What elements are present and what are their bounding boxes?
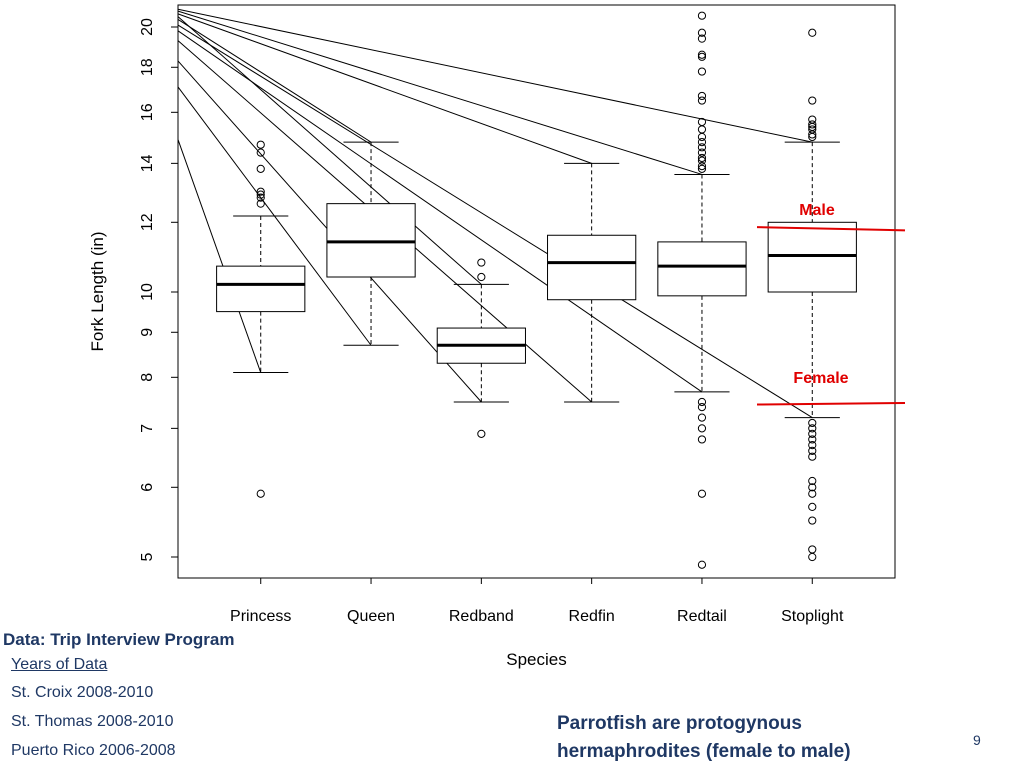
outlier-redtail-4	[697, 413, 707, 422]
outlier-redtail-12	[697, 143, 707, 152]
y-tick-label-7: 7	[139, 424, 156, 433]
outlier-redtail-18	[697, 91, 707, 101]
connector-line-0	[177, 139, 262, 373]
outlier-princess-2	[256, 193, 265, 202]
outlier-redband-0	[477, 429, 486, 438]
outlier-redtail-6	[697, 397, 707, 407]
male-label: Male	[799, 202, 835, 219]
years-of-data-header: Years of Data	[11, 656, 108, 673]
x-tick-label-princess: Princess	[230, 608, 291, 625]
outlier-redband-1	[477, 272, 486, 282]
x-tick-label-redband: Redband	[449, 608, 514, 625]
x-tick-label-redtail: Redtail	[677, 608, 727, 625]
box-princess	[216, 265, 306, 313]
outlier-princess-4	[256, 187, 265, 196]
outlier-stoplight-1	[808, 545, 817, 554]
y-tick-label-14: 14	[139, 154, 156, 172]
outlier-redtail-9	[697, 156, 707, 165]
outlier-redtail-15	[697, 125, 707, 134]
y-tick-label-10: 10	[139, 283, 156, 301]
y-tick-label-16: 16	[139, 103, 156, 121]
outlier-redtail-8	[697, 162, 707, 171]
outlier-redtail-2	[697, 435, 707, 444]
outlier-stoplight-2	[808, 516, 817, 525]
outlier-stoplight-7	[808, 452, 817, 461]
outlier-princess-1	[256, 199, 265, 208]
outlier-princess-6	[256, 148, 265, 157]
connector-line-6	[177, 19, 372, 143]
box-redfin	[547, 234, 637, 301]
outlier-stoplight-21	[808, 28, 817, 37]
outlier-princess-3	[256, 190, 265, 199]
outlier-princess-7	[256, 140, 265, 149]
outlier-redtail-10	[697, 153, 707, 163]
source-line-st-croix: St. Croix 2008-2010	[11, 684, 154, 701]
outlier-stoplight-3	[808, 502, 817, 512]
outlier-stoplight-10	[808, 435, 817, 444]
female-threshold-line	[756, 402, 906, 406]
connector-line-8	[177, 13, 592, 164]
outlier-redtail-1	[697, 489, 707, 498]
x-axis-title: Species	[506, 650, 566, 669]
y-tick-label-9: 9	[139, 328, 156, 337]
box-stoplight	[767, 221, 857, 293]
connector-line-9	[177, 10, 703, 175]
outlier-redtail-20	[697, 52, 707, 61]
outlier-redtail-23	[697, 28, 707, 37]
source-line-st-thomas: St. Thomas 2008-2010	[11, 713, 174, 730]
box-redtail	[657, 241, 747, 297]
outlier-stoplight-13	[808, 418, 817, 428]
x-tick-label-stoplight: Stoplight	[781, 608, 844, 625]
y-tick-label-6: 6	[139, 483, 156, 492]
outlier-stoplight-4	[808, 489, 817, 498]
outlier-redtail-5	[697, 403, 707, 412]
outlier-stoplight-19	[808, 115, 817, 124]
outlier-redtail-17	[697, 96, 707, 105]
y-tick-label-20: 20	[139, 18, 156, 36]
y-axis-title: Fork Length (in)	[88, 232, 107, 352]
connector-line-7	[177, 16, 482, 285]
connector-line-4	[177, 30, 703, 393]
outlier-redband-2	[477, 258, 486, 267]
y-tick-label-18: 18	[139, 58, 156, 76]
box-queen	[326, 203, 416, 278]
outlier-redtail-22	[697, 34, 707, 43]
outlier-redtail-16	[697, 117, 707, 127]
parrotfish-note: Parrotfish are protogynous hermaphrodite…	[557, 713, 851, 762]
outlier-stoplight-5	[808, 483, 817, 492]
outlier-redtail-7	[697, 164, 707, 173]
outlier-stoplight-20	[808, 96, 817, 105]
connector-line-5	[177, 24, 813, 419]
outlier-stoplight-8	[808, 446, 817, 455]
outlier-redtail-13	[697, 138, 707, 147]
outlier-princess-5	[256, 164, 265, 173]
outlier-redtail-14	[697, 132, 707, 142]
outlier-redtail-24	[697, 11, 707, 20]
y-tick-label-8: 8	[139, 373, 156, 382]
y-tick-label-5: 5	[139, 552, 156, 561]
source-title: Data: Trip Interview Program	[3, 630, 235, 649]
page-number: 9	[973, 732, 981, 748]
y-tick-label-12: 12	[139, 213, 156, 231]
connector-line-10	[177, 8, 813, 143]
outlier-stoplight-6	[808, 476, 817, 486]
outlier-redtail-19	[697, 67, 707, 76]
outlier-stoplight-16	[808, 125, 817, 134]
outlier-princess-0	[256, 489, 265, 498]
outlier-redtail-21	[697, 50, 707, 59]
outlier-stoplight-18	[808, 120, 817, 129]
female-label: Female	[793, 370, 848, 387]
male-threshold-line	[756, 226, 906, 232]
outlier-redtail-0	[697, 560, 707, 569]
outlier-redtail-3	[697, 424, 707, 433]
source-line-puerto-rico: Puerto Rico 2006-2008	[11, 742, 176, 759]
outlier-stoplight-11	[808, 429, 817, 438]
outlier-stoplight-0	[808, 552, 817, 562]
outlier-redtail-11	[697, 148, 707, 157]
outlier-stoplight-9	[808, 441, 817, 450]
x-tick-label-redfin: Redfin	[569, 608, 615, 625]
outlier-stoplight-12	[808, 424, 817, 433]
x-tick-label-queen: Queen	[347, 608, 395, 625]
